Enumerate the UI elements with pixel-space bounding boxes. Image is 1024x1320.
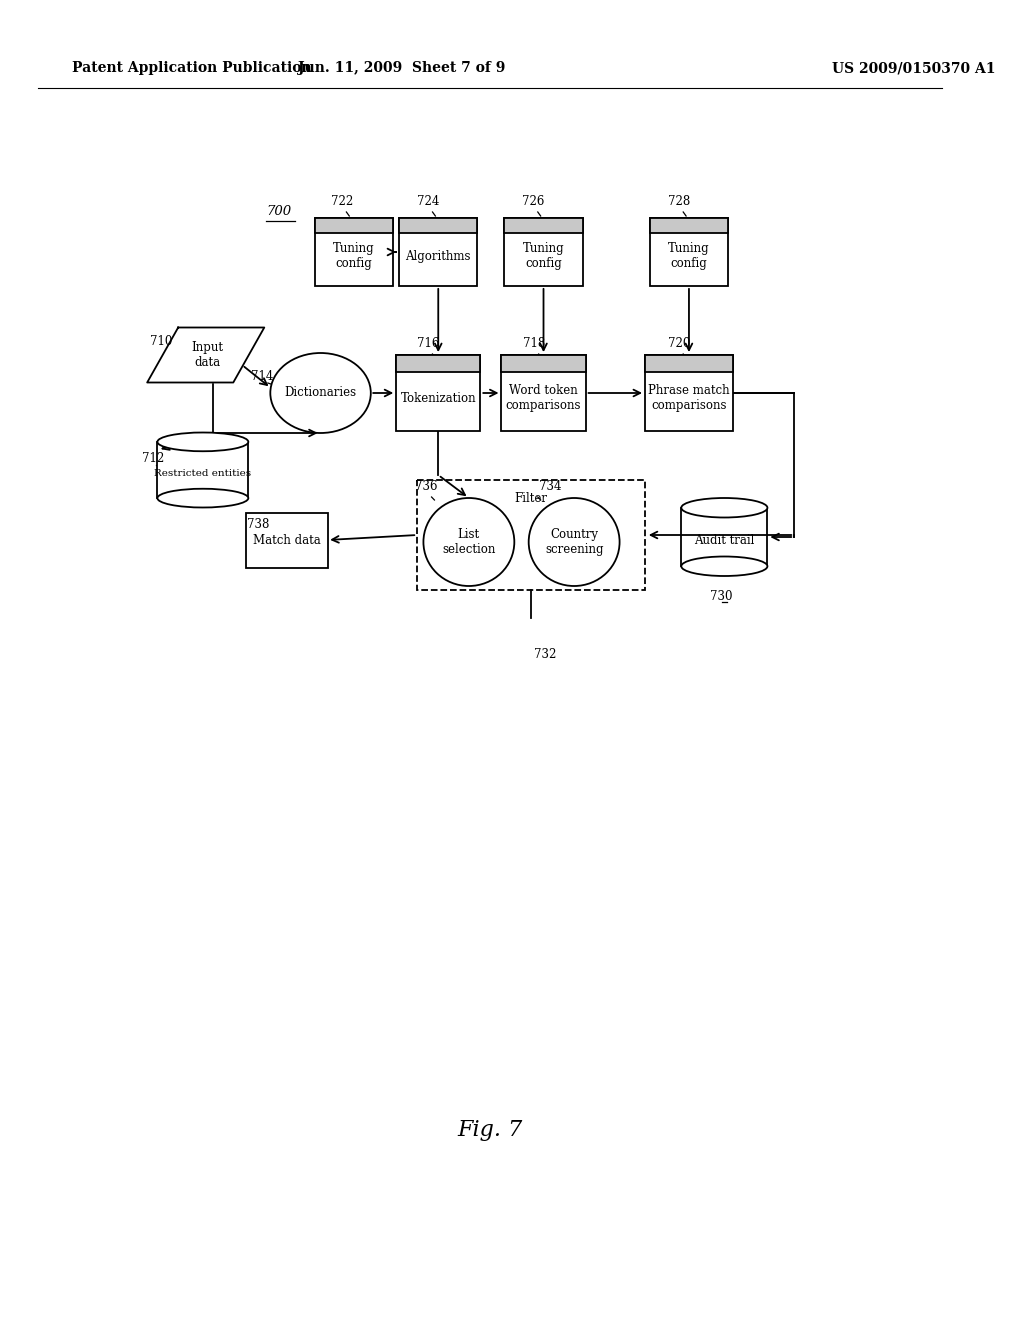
- Polygon shape: [147, 327, 264, 383]
- Ellipse shape: [681, 557, 767, 576]
- Text: US 2009/0150370 A1: US 2009/0150370 A1: [833, 61, 996, 75]
- Bar: [504, 218, 583, 286]
- Text: Tuning
config: Tuning config: [333, 243, 375, 271]
- Bar: [681, 508, 767, 566]
- Bar: [502, 355, 586, 432]
- Bar: [158, 442, 248, 498]
- Text: Jun. 11, 2009  Sheet 7 of 9: Jun. 11, 2009 Sheet 7 of 9: [298, 61, 506, 75]
- Text: 738: 738: [247, 517, 269, 531]
- Bar: [649, 218, 728, 286]
- Bar: [417, 480, 645, 590]
- Bar: [247, 512, 328, 568]
- Bar: [314, 218, 393, 286]
- Text: 728: 728: [668, 195, 690, 209]
- Text: Patent Application Publication: Patent Application Publication: [72, 61, 311, 75]
- Ellipse shape: [158, 488, 248, 507]
- Bar: [649, 218, 728, 232]
- Bar: [396, 355, 480, 432]
- Text: 732: 732: [534, 648, 556, 661]
- Text: Filter: Filter: [515, 492, 548, 506]
- Text: Country
screening: Country screening: [545, 528, 603, 556]
- Text: List
selection: List selection: [442, 528, 496, 556]
- Bar: [314, 218, 393, 232]
- Text: Algorithms: Algorithms: [406, 249, 471, 263]
- Text: Dictionaries: Dictionaries: [285, 387, 356, 400]
- Text: 722: 722: [331, 195, 353, 209]
- Text: 724: 724: [417, 195, 439, 209]
- Text: Phrase match
comparisons: Phrase match comparisons: [648, 384, 730, 412]
- Ellipse shape: [158, 433, 248, 451]
- Ellipse shape: [528, 498, 620, 586]
- Text: Input
data: Input data: [191, 341, 223, 370]
- Bar: [504, 218, 583, 232]
- Text: Fig. 7: Fig. 7: [458, 1119, 522, 1140]
- Text: Restricted entities: Restricted entities: [155, 469, 252, 478]
- Text: 710: 710: [151, 335, 173, 348]
- Text: Match data: Match data: [253, 533, 321, 546]
- Text: 714: 714: [251, 370, 273, 383]
- Text: Tuning
config: Tuning config: [668, 243, 710, 271]
- Text: 730: 730: [710, 590, 732, 603]
- Text: 712: 712: [141, 451, 164, 465]
- Text: 718: 718: [523, 337, 546, 350]
- Bar: [396, 355, 480, 372]
- Bar: [645, 355, 733, 432]
- Ellipse shape: [423, 498, 514, 586]
- Text: Tuning
config: Tuning config: [522, 243, 564, 271]
- Text: 734: 734: [539, 480, 561, 492]
- Text: 720: 720: [668, 337, 690, 350]
- Text: 726: 726: [522, 195, 545, 209]
- Text: Audit trail: Audit trail: [694, 535, 755, 548]
- Ellipse shape: [270, 352, 371, 433]
- Bar: [399, 218, 477, 286]
- Bar: [502, 355, 586, 372]
- Text: Tokenization: Tokenization: [400, 392, 476, 404]
- Bar: [399, 218, 477, 232]
- Text: 736: 736: [416, 480, 438, 492]
- Text: Word token
comparisons: Word token comparisons: [506, 384, 582, 412]
- Text: 700: 700: [266, 205, 291, 218]
- Bar: [645, 355, 733, 372]
- Text: 716: 716: [417, 337, 439, 350]
- Ellipse shape: [681, 498, 767, 517]
